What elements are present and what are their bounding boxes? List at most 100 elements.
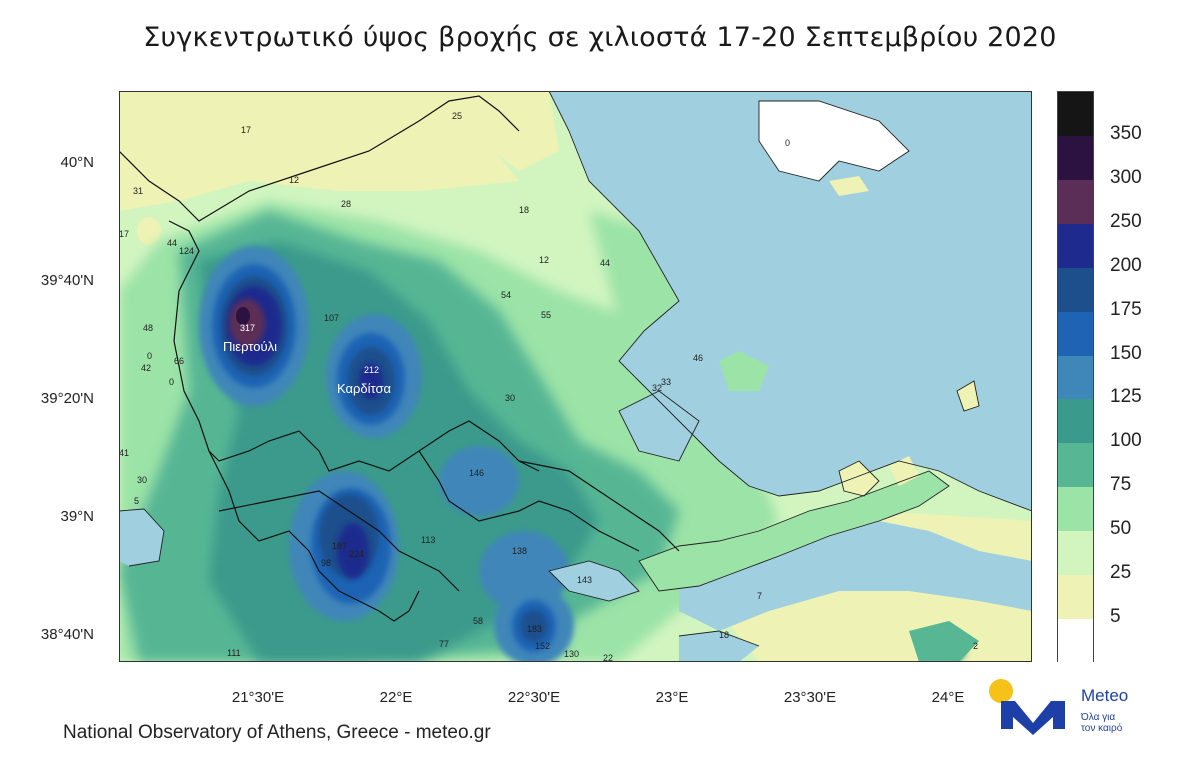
y-tick-39n: 39°N xyxy=(60,508,94,525)
station-value: 18 xyxy=(519,205,529,215)
colorbar-segment xyxy=(1058,355,1093,400)
colorbar-segment xyxy=(1058,223,1093,269)
colorbar-segment xyxy=(1058,399,1093,444)
station-value: 5 xyxy=(134,496,139,506)
station-value: 30 xyxy=(505,393,515,403)
station-value: 0 xyxy=(147,351,152,361)
colorbar-segment xyxy=(1058,619,1093,664)
logo-slogan-line1: Όλα για xyxy=(1081,712,1116,723)
station-value: 30 xyxy=(137,475,147,485)
map-frame xyxy=(119,91,1032,662)
colorbar-label: 250 xyxy=(1110,210,1142,232)
colorbar-label: 300 xyxy=(1110,166,1142,188)
y-tick-39-40n: 39°40'N xyxy=(40,272,94,289)
logo-slogan-line2: τον καιρό xyxy=(1081,723,1123,734)
colorbar-segment xyxy=(1058,487,1093,532)
x-tick-22e: 22°E xyxy=(379,689,413,706)
islands xyxy=(639,101,979,662)
station-value: 143 xyxy=(577,575,592,585)
x-tick-23-30e: 23°30'E xyxy=(783,689,837,706)
colorbar-segment xyxy=(1058,179,1093,225)
station-value: 17 xyxy=(119,229,129,239)
y-tick-39-20n: 39°20'N xyxy=(40,390,94,407)
coastlines xyxy=(119,91,1032,647)
station-value: 54 xyxy=(501,290,511,300)
x-tick-23e: 23°E xyxy=(655,689,689,706)
colorbar-label: 125 xyxy=(1110,386,1142,408)
station-value: 187 xyxy=(332,541,347,551)
station-value: 44 xyxy=(167,238,177,248)
map-title: Συγκεντρωτικό ύψος βροχής σε χιλιοστά 17… xyxy=(143,22,1057,53)
station-value: 22 xyxy=(603,653,613,662)
colorbar-label: 175 xyxy=(1110,298,1142,320)
regional-borders xyxy=(119,95,680,622)
colorbar-segment xyxy=(1058,443,1093,488)
town-value-pertouli: 317 xyxy=(240,323,255,333)
sun-icon xyxy=(989,679,1013,703)
x-tick-24e: 24°E xyxy=(931,689,965,706)
station-value: 12 xyxy=(289,175,299,185)
colorbar-segment xyxy=(1058,311,1093,357)
station-value: 107 xyxy=(324,313,339,323)
station-value: 28 xyxy=(341,199,351,209)
station-value: 46 xyxy=(693,353,703,363)
station-value: 0 xyxy=(169,377,174,387)
rainfall-map: 17 12 28 25 18 12 44 54 55 31 17 44 124 48 0 66 42 0 107 46… xyxy=(119,91,1032,662)
station-value: 183 xyxy=(527,624,542,634)
station-value: 31 xyxy=(133,186,143,196)
colorbar-label: 100 xyxy=(1110,430,1142,452)
colorbar-label: 25 xyxy=(1110,562,1132,584)
station-value: 66 xyxy=(174,356,184,366)
colorbar-label: 200 xyxy=(1110,254,1142,276)
colorbar-segment xyxy=(1058,92,1093,137)
town-label-pertouli: Πιερτούλι xyxy=(223,339,277,354)
station-value: 7 xyxy=(757,591,762,601)
y-tick-38-40n: 38°40'N xyxy=(40,626,94,643)
logo-name: Meteo xyxy=(1081,686,1129,705)
colorbar-label: 5 xyxy=(1110,606,1121,628)
colorbar-label: 75 xyxy=(1110,474,1132,496)
colorbar-segment xyxy=(1058,531,1093,576)
logo-m-mark xyxy=(1001,701,1065,735)
x-tick-22-30e: 22°30'E xyxy=(507,689,561,706)
station-value: 152 xyxy=(535,641,550,651)
station-value: 44 xyxy=(600,258,610,268)
x-tick-21-30e: 21°30'E xyxy=(231,689,285,706)
colorbar-label: 350 xyxy=(1110,122,1142,144)
colorbar-label: 150 xyxy=(1110,342,1142,364)
colorbar-segment xyxy=(1058,267,1093,313)
station-value: 146 xyxy=(469,468,484,478)
station-value: 138 xyxy=(512,546,527,556)
station-value: 25 xyxy=(452,111,462,121)
colorbar-segment xyxy=(1058,135,1093,181)
station-value: 58 xyxy=(473,616,483,626)
station-value: 33 xyxy=(661,377,671,387)
town-value-karditsa: 212 xyxy=(364,365,379,375)
logo-slogan: Όλα για τον καιρό xyxy=(1081,712,1141,734)
y-tick-40n: 40°N xyxy=(60,154,94,171)
station-value: 41 xyxy=(119,448,129,458)
station-value: 111 xyxy=(227,648,241,658)
station-value: 55 xyxy=(541,310,551,320)
colorbar-label: 50 xyxy=(1110,518,1132,540)
colorbar xyxy=(1057,91,1094,664)
station-value: 32 xyxy=(652,383,662,393)
rain-zone-300-350 xyxy=(236,307,250,325)
station-value: 2 xyxy=(973,641,978,651)
meteo-logo xyxy=(989,679,1065,735)
station-value: 130 xyxy=(564,649,579,659)
station-value: 124 xyxy=(179,246,194,256)
station-value: 113 xyxy=(421,535,435,545)
station-value: 12 xyxy=(539,255,549,265)
station-value: 48 xyxy=(143,323,153,333)
station-value: 42 xyxy=(141,363,151,373)
colorbar-segment xyxy=(1058,575,1093,620)
station-value: 18 xyxy=(719,630,729,640)
footer-credit: National Observatory of Athens, Greece -… xyxy=(63,722,491,743)
station-value: 224 xyxy=(349,549,364,559)
station-value: 17 xyxy=(241,125,251,135)
town-label-karditsa: Καρδίτσα xyxy=(337,381,392,396)
station-value: 77 xyxy=(439,639,449,649)
